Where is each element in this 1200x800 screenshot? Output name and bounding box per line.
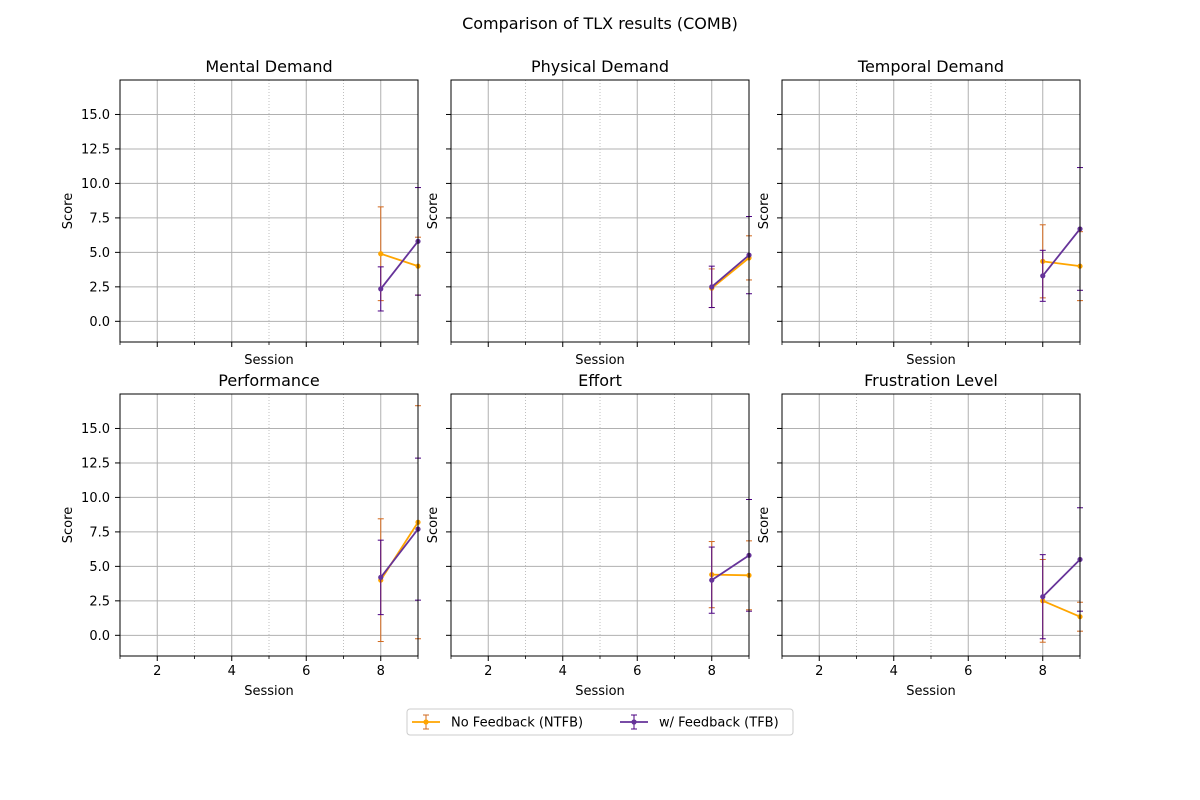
subplot-mental-demand-xlabel: Session xyxy=(244,353,294,368)
subplot-effort-xtick-label: 8 xyxy=(708,664,716,679)
subplot-temporal-demand-ylabel: Score xyxy=(757,193,772,229)
subplot-effort-xlabel: Session xyxy=(575,684,625,699)
subplot-mental-demand: 0.0 2.5 5.0 7.5 10.0 12.5 15.0 Mental Demand Ses… xyxy=(61,57,421,368)
subplot-frustration-level-xtick-label: 6 xyxy=(964,664,972,679)
subplot-physical-demand-ylabel: Score xyxy=(426,193,441,229)
subplot-performance-xtick-label: 6 xyxy=(302,664,310,679)
subplot-temporal-demand-xlabel: Session xyxy=(906,353,956,368)
subplot-physical-demand-tfb-point xyxy=(709,284,715,290)
subplot-frustration-level-title: Frustration Level xyxy=(864,371,998,390)
subplot-performance-ytick-label: 0.0 xyxy=(89,629,110,644)
legend-ntfb-label: No Feedback (NTFB) xyxy=(451,716,583,731)
subplot-frustration-level-xtick-label: 4 xyxy=(890,664,898,679)
subplot-performance-xlabel: Session xyxy=(244,684,294,699)
subplot-frustration-level-frame xyxy=(781,393,1081,657)
subplot-effort-xtick-label: 4 xyxy=(559,664,567,679)
subplot-performance-ytick-label: 5.0 xyxy=(89,560,110,575)
subplot-physical-demand-frame xyxy=(450,79,750,343)
subplot-effort-ntfb-line xyxy=(711,573,750,577)
subplot-performance-ytick-label: 10.0 xyxy=(81,491,110,506)
subplot-temporal-demand-frame xyxy=(781,79,1081,343)
subplot-performance-title: Performance xyxy=(218,371,319,390)
subplot-mental-demand-ytick-label: 12.5 xyxy=(81,142,110,157)
subplot-mental-demand-ytick-label: 2.5 xyxy=(89,280,110,295)
subplot-effort-tfb-line xyxy=(711,554,750,581)
subplot-physical-demand-ntfb-line xyxy=(711,257,750,289)
subplot-mental-demand-title: Mental Demand xyxy=(205,57,332,76)
subplot-physical-demand-xlabel: Session xyxy=(575,353,625,368)
subplot-mental-demand-ytick-label: 0.0 xyxy=(89,315,110,330)
subplot-mental-demand-frame xyxy=(119,79,419,343)
subplot-physical-demand-title: Physical Demand xyxy=(531,57,669,76)
subplot-temporal-demand-title: Temporal Demand xyxy=(857,57,1004,76)
subplot-performance-ytick-label: 7.5 xyxy=(89,525,110,540)
subplot-performance: 2 4 6 8 0.0 2.5 5.0 7.5 10.0 12.5 15.0 Performance S… xyxy=(61,371,421,699)
subplot-mental-demand-tfb-line xyxy=(380,240,419,290)
subplot-temporal-demand: Temporal Demand Session Score xyxy=(757,57,1083,368)
subplot-physical-demand: Physical Demand Session Score xyxy=(426,57,752,368)
subplot-performance-ytick-label: 15.0 xyxy=(81,422,110,437)
subplot-frustration-level: 2 4 6 8 Frustration Level Session Score xyxy=(757,371,1083,699)
subplot-effort-xtick-label: 2 xyxy=(484,664,492,679)
subplot-effort-title: Effort xyxy=(578,371,622,390)
subplot-effort-frame xyxy=(450,393,750,657)
subplot-frustration-level-ylabel: Score xyxy=(757,507,772,543)
subplot-effort: 2 4 6 8 Effort Session Score xyxy=(426,371,752,699)
legend-tfb-marker xyxy=(631,719,637,725)
subplot-performance-xtick-label: 2 xyxy=(153,664,161,679)
subplot-effort-xtick-label: 6 xyxy=(633,664,641,679)
subplot-effort-tfb-point xyxy=(709,577,715,583)
subplot-mental-demand-ytick-label: 5.0 xyxy=(89,246,110,261)
subplots: 0.0 2.5 5.0 7.5 10.0 12.5 15.0 Mental Demand Ses… xyxy=(61,57,1083,699)
subplot-mental-demand-ntfb-point xyxy=(378,251,384,257)
subplot-mental-demand-tfb-point xyxy=(378,286,384,292)
subplot-frustration-level-xlabel: Session xyxy=(906,684,956,699)
subplot-mental-demand-ytick-label: 15.0 xyxy=(81,108,110,123)
subplot-frustration-level-tfb-point xyxy=(1040,594,1046,600)
subplot-temporal-demand-ntfb-line xyxy=(1042,260,1081,268)
subplot-performance-ytick-label: 2.5 xyxy=(89,594,110,609)
subplot-performance-tfb-point xyxy=(378,574,384,581)
subplot-mental-demand-ytick-label: 10.0 xyxy=(81,177,110,192)
subplot-performance-ytick-label: 12.5 xyxy=(81,456,110,471)
legend-box xyxy=(406,708,794,736)
figure-title: Comparison of TLX results (COMB) xyxy=(462,14,738,33)
subplot-temporal-demand-tfb-point xyxy=(1040,273,1046,279)
subplot-physical-demand-tfb-line xyxy=(711,254,750,288)
subplot-performance-tfb-line xyxy=(380,528,419,578)
legend-ntfb-marker xyxy=(423,719,429,725)
subplot-frustration-level-xtick-label: 2 xyxy=(815,664,823,679)
subplot-frustration-level-xtick-label: 8 xyxy=(1039,664,1047,679)
legend-tfb-label: w/ Feedback (TFB) xyxy=(659,716,779,731)
subplot-temporal-demand-tfb-line xyxy=(1042,228,1081,277)
subplot-mental-demand-ntfb-line xyxy=(380,252,419,268)
subplot-effort-ylabel: Score xyxy=(426,507,441,543)
subplot-performance-ylabel: Score xyxy=(61,507,76,543)
legend: No Feedback (NTFB) w/ Feedback (TFB) xyxy=(406,708,794,736)
subplot-performance-frame xyxy=(119,393,419,657)
subplot-performance-xtick-label: 4 xyxy=(228,664,236,679)
subplot-frustration-level-ntfb-line xyxy=(1042,600,1081,618)
subplot-mental-demand-ylabel: Score xyxy=(61,193,76,229)
subplot-frustration-level-tfb-line xyxy=(1042,558,1081,598)
subplot-mental-demand-ytick-label: 7.5 xyxy=(89,211,110,226)
subplot-performance-xtick-label: 8 xyxy=(377,664,385,679)
